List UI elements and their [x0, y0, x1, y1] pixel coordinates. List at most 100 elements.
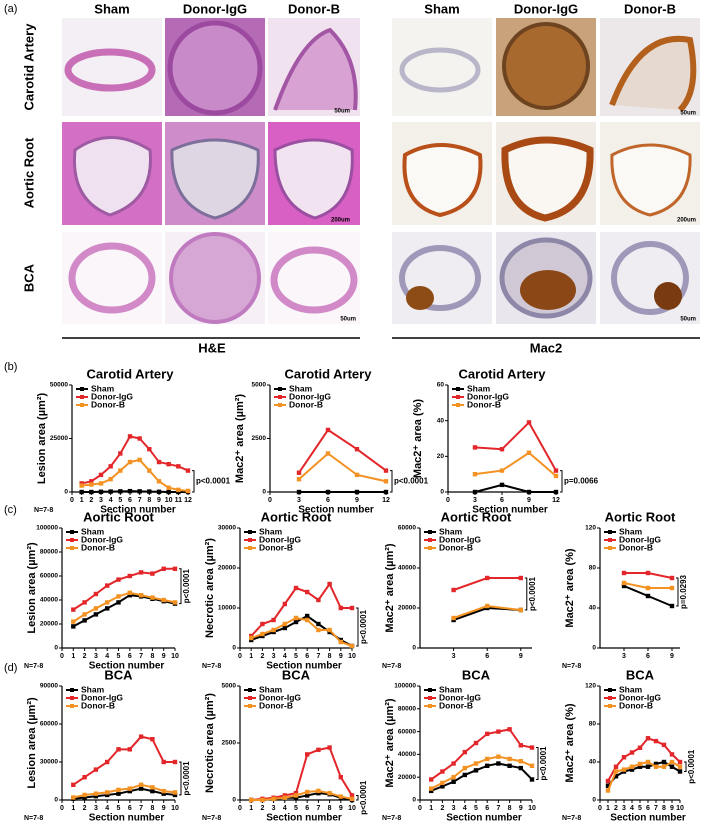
p-value: p<0.0001 — [394, 476, 429, 485]
data-point — [89, 489, 94, 495]
data-point — [529, 777, 535, 782]
y-tick-label: 0 — [412, 797, 416, 804]
legend-label: Donor-IgG — [439, 692, 481, 702]
data-point — [653, 761, 659, 767]
x-tick-label: 8 — [328, 653, 332, 660]
x-tick-label: 6 — [485, 805, 489, 812]
series-line — [298, 428, 387, 474]
data-point — [518, 743, 523, 748]
data-point — [325, 489, 331, 495]
p-value: p<0.0001 — [182, 569, 191, 604]
data-point — [645, 585, 651, 591]
data-point — [105, 790, 110, 795]
x-tick-label: 2 — [83, 805, 87, 812]
data-point — [553, 473, 559, 479]
note: N=7-8 — [24, 663, 43, 670]
p-value: p<0.0001 — [528, 576, 537, 611]
x-tick-label: 8 — [328, 805, 332, 812]
data-point — [507, 763, 512, 768]
x-tick-label: 3 — [622, 653, 626, 660]
data-point — [282, 625, 287, 631]
x-axis-label: Section number — [89, 661, 165, 672]
data-point — [82, 795, 87, 800]
y-tick-label: 2500 — [252, 435, 267, 442]
scale-bar: 200um — [331, 218, 350, 224]
p-value: p<0.0001 — [359, 609, 368, 644]
legend-label: Sham — [289, 383, 313, 393]
x-tick-label: 4 — [105, 805, 109, 812]
data-point — [161, 597, 166, 603]
data-point — [669, 575, 675, 581]
series-line — [250, 614, 353, 647]
x-tick-label: 2 — [89, 497, 93, 504]
x-tick-label: 0 — [60, 805, 64, 812]
data-point — [105, 600, 110, 605]
data-point — [150, 571, 155, 576]
y-tick-label: 20 — [437, 453, 445, 460]
data-point — [473, 768, 479, 773]
y-tick-label: 80 — [589, 565, 597, 572]
data-point — [282, 601, 287, 607]
x-tick-label: 9 — [670, 805, 674, 812]
data-point — [499, 468, 505, 473]
y-tick-label: 40 — [437, 417, 445, 424]
column-header: Donor-IgG — [514, 1, 578, 16]
data-point — [305, 752, 310, 757]
legend-marker — [248, 538, 252, 542]
data-point — [137, 436, 142, 441]
x-tick-label: 2 — [260, 805, 264, 812]
data-point — [354, 472, 360, 478]
note: N=7-8 — [562, 663, 581, 670]
data-point — [116, 577, 121, 582]
legend-marker — [70, 530, 74, 534]
x-tick-label: 1 — [71, 805, 75, 812]
legend-marker — [428, 704, 432, 708]
x-tick-label: 3 — [297, 497, 301, 504]
data-point — [127, 590, 132, 595]
legend-marker — [70, 538, 74, 542]
data-point — [118, 468, 123, 473]
x-tick-label: 4 — [105, 653, 109, 660]
x-tick-label: 4 — [630, 805, 634, 812]
x-tick-label: 6 — [128, 805, 132, 812]
data-point — [93, 794, 99, 799]
note: N=7-8 — [24, 815, 43, 822]
x-tick-label: 9 — [355, 497, 359, 504]
x-tick-label: 0 — [418, 805, 422, 812]
chart-title: Aortic Root — [441, 509, 512, 524]
data-point — [176, 464, 181, 469]
legend-label: Donor-IgG — [619, 534, 661, 544]
x-tick-label: 6 — [305, 653, 309, 660]
legend-marker — [456, 387, 460, 391]
series-line — [607, 760, 681, 791]
data-point — [98, 489, 104, 494]
data-point — [138, 786, 144, 791]
data-point — [605, 778, 611, 784]
row-label: Aortic Root — [21, 137, 36, 208]
y-tick-label: 5000 — [252, 382, 267, 389]
series-line — [298, 452, 387, 483]
y-tick-label: 20000 — [398, 605, 416, 612]
data-point — [118, 451, 123, 456]
x-tick-label: 12 — [382, 497, 390, 504]
x-tick-label: 5 — [638, 805, 642, 812]
x-axis-label: Section number — [472, 505, 548, 516]
x-tick-label: 3 — [452, 805, 456, 812]
data-point — [156, 479, 162, 484]
x-tick-label: 7 — [316, 805, 320, 812]
data-point — [116, 787, 121, 793]
x-tick-label: 3 — [622, 805, 626, 812]
data-point — [621, 570, 627, 576]
series-line — [73, 787, 176, 800]
y-tick-label: 100000 — [394, 683, 416, 690]
data-point — [451, 779, 456, 784]
data-point — [325, 427, 331, 433]
stain-label: H&E — [198, 340, 226, 355]
x-tick-label: 4 — [283, 653, 287, 660]
legend-marker — [608, 546, 612, 550]
data-point — [316, 627, 321, 633]
data-point — [637, 764, 643, 769]
p-bracket — [560, 470, 563, 493]
x-tick-label: 0 — [70, 497, 74, 504]
